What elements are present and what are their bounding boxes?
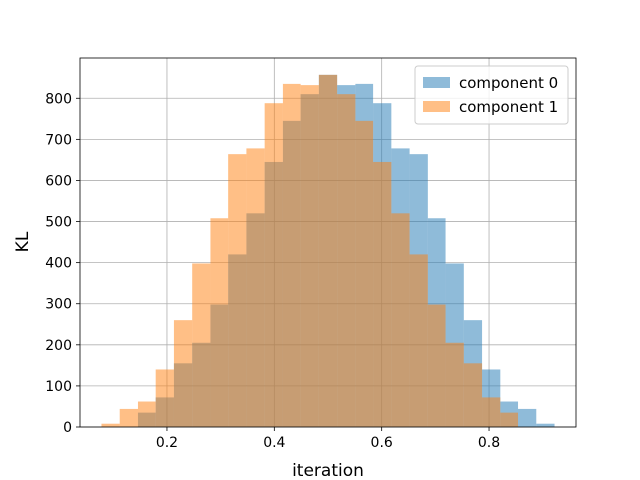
bar [318, 74, 338, 427]
bar [373, 161, 392, 427]
bars-layer [101, 74, 555, 428]
y-axis-label: KL [13, 231, 33, 252]
legend-box [414, 65, 569, 125]
legend-swatch [423, 77, 450, 88]
bar [536, 423, 555, 427]
bar [137, 401, 156, 427]
bar [300, 85, 319, 427]
y-tick-label: 0 [63, 420, 72, 436]
y-tick-label: 100 [45, 379, 72, 395]
x-tick-label: 0.2 [156, 435, 178, 451]
bar [518, 408, 537, 427]
bar [210, 218, 229, 427]
x-tick-label: 0.4 [263, 435, 285, 451]
bar [228, 154, 247, 427]
y-tick-label: 200 [45, 338, 72, 354]
y-tick-label: 300 [45, 297, 72, 313]
bar [264, 103, 283, 428]
bar [355, 120, 374, 427]
bar [482, 397, 501, 427]
bar [155, 369, 174, 427]
bar [101, 423, 120, 427]
bar [409, 254, 428, 427]
y-tick-label: 600 [45, 173, 72, 189]
legend: component 0 component 1 [414, 65, 569, 125]
bar [500, 412, 519, 427]
bar [427, 304, 446, 427]
bar [192, 263, 211, 427]
ticks-layer: 0.2 0.4 0.6 0.8 0 100 200 300 400 500 600 700 800 [45, 91, 500, 451]
bar [391, 213, 410, 427]
bar [246, 148, 265, 428]
x-axis-label: iteration [292, 461, 364, 480]
bar [282, 83, 301, 428]
legend-label: component 0 [459, 74, 558, 92]
y-tick-label: 400 [45, 256, 72, 272]
x-tick-label: 0.8 [478, 435, 500, 451]
y-tick-label: 700 [45, 132, 72, 148]
legend-swatch [423, 101, 450, 112]
bar [119, 408, 138, 427]
bar [173, 320, 193, 427]
y-tick-label: 800 [45, 91, 72, 107]
bar [463, 363, 483, 427]
y-tick-label: 500 [45, 215, 72, 231]
bar [445, 342, 464, 427]
plot-frame [79, 57, 577, 428]
x-tick-label: 0.6 [371, 435, 393, 451]
bar [337, 94, 356, 428]
legend-label: component 1 [459, 98, 558, 116]
